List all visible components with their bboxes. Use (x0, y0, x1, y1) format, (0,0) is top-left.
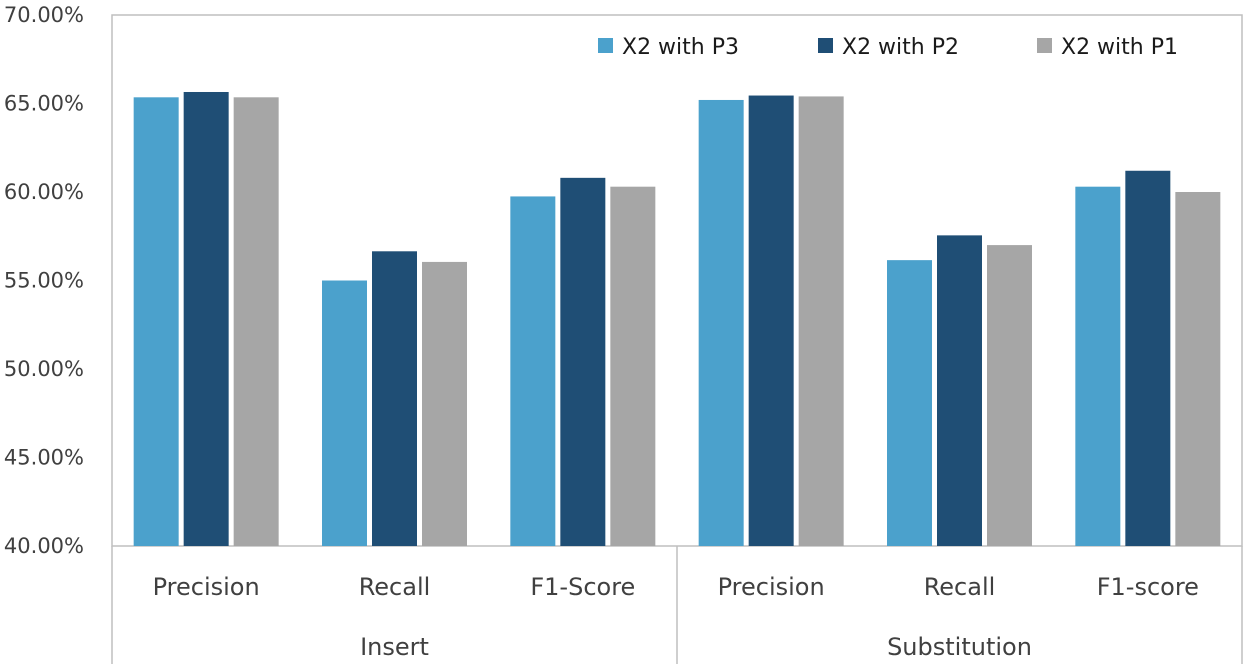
x-category-label: F1-Score (530, 573, 635, 601)
bar (937, 235, 982, 547)
bar (233, 97, 279, 547)
bar (372, 251, 417, 547)
x-group-label: Insert (360, 633, 429, 661)
bar (887, 260, 932, 546)
y-tick-label: 70.00% (4, 3, 84, 27)
y-tick-label: 40.00% (4, 534, 84, 558)
bar (1175, 192, 1221, 546)
bar (510, 196, 556, 547)
chart-labels: 40.00% 45.00% 50.00% 55.00% 60.00% 65.00% 70.0… (4, 3, 1199, 661)
legend-swatch (818, 38, 833, 53)
chart-bars (133, 91, 1221, 547)
bar (987, 245, 1032, 546)
y-tick-label: 55.00% (4, 269, 84, 293)
bar (422, 261, 467, 546)
y-tick-label: 45.00% (4, 446, 84, 470)
x-group-label: Substitution (887, 633, 1032, 661)
x-category-label: Recall (359, 573, 431, 601)
y-tick-label: 50.00% (4, 357, 84, 381)
bar (1125, 170, 1171, 546)
legend-label: X2 with P2 (842, 35, 959, 60)
y-tick-label: 60.00% (4, 180, 84, 204)
bar (560, 177, 606, 546)
legend-label: X2 with P1 (1061, 35, 1178, 60)
bar (133, 97, 179, 547)
y-tick-label: 65.00% (4, 92, 84, 116)
legend-swatch (598, 38, 613, 53)
chart-axes (111, 14, 1243, 664)
bar (1075, 186, 1121, 546)
legend-swatch (1037, 38, 1052, 53)
bar (798, 96, 844, 547)
bar (322, 280, 367, 546)
legend-label: X2 with P3 (622, 35, 739, 60)
x-category-label: Recall (924, 573, 996, 601)
x-category-label: F1-score (1097, 573, 1199, 601)
bar (610, 186, 656, 546)
bar (748, 95, 794, 546)
x-category-label: Precision (153, 573, 260, 601)
bar (698, 99, 744, 547)
chart-legend: X2 with P3 X2 with P2 X2 with P1 (598, 35, 1178, 60)
bar (183, 91, 229, 547)
x-category-label: Precision (718, 573, 825, 601)
plot-border (111, 14, 1243, 547)
